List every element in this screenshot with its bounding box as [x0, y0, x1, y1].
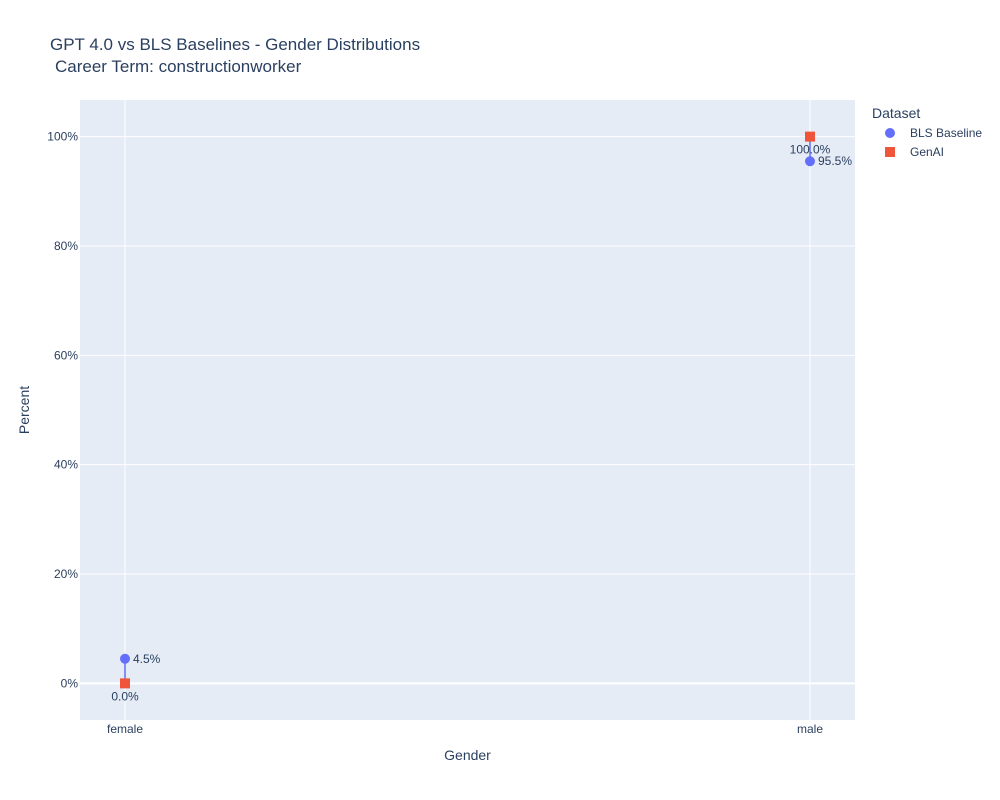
- x-tick-labels: female male: [107, 722, 823, 736]
- chart-subtitle: Career Term: constructionworker: [55, 57, 302, 76]
- y-tick-label: 80%: [54, 239, 78, 253]
- y-tick-label: 20%: [54, 567, 78, 581]
- y-tick-label: 0%: [61, 676, 79, 690]
- legend-title: Dataset: [872, 105, 920, 121]
- legend-marker-bls-baseline: [885, 128, 895, 138]
- y-tick-label: 40%: [54, 458, 78, 472]
- bls-baseline-data-label: 95.5%: [818, 154, 852, 168]
- data-labels: 4.5% 95.5% 0.0% 100.0%: [111, 143, 852, 704]
- legend-marker-genai: [885, 147, 895, 157]
- genai-data-label: 100.0%: [790, 143, 831, 157]
- y-tick-label: 60%: [54, 348, 78, 362]
- bls-baseline-point[interactable]: [805, 156, 815, 167]
- genai-point[interactable]: [120, 678, 130, 689]
- legend-item-bls-baseline[interactable]: BLS Baseline: [885, 126, 982, 140]
- bls-baseline-data-label: 4.5%: [133, 652, 161, 666]
- gridlines: [80, 100, 855, 720]
- legend-label-bls-baseline: BLS Baseline: [910, 126, 982, 140]
- y-tick-labels: 0% 20% 40% 60% 80% 100%: [47, 130, 78, 691]
- x-axis-title: Gender: [444, 747, 491, 763]
- x-tick-label: male: [797, 722, 823, 736]
- chart-title: GPT 4.0 vs BLS Baselines - Gender Distri…: [50, 35, 420, 54]
- legend-label-genai: GenAI: [910, 145, 944, 159]
- genai-point[interactable]: [805, 131, 815, 142]
- bls-baseline-point[interactable]: [120, 653, 130, 664]
- y-axis-title: Percent: [16, 386, 32, 434]
- legend[interactable]: Dataset BLS Baseline GenAI: [872, 105, 982, 159]
- plot-background: [80, 100, 855, 720]
- genai-data-label: 0.0%: [111, 689, 139, 703]
- markers: [120, 131, 815, 689]
- y-tick-label: 100%: [47, 130, 78, 144]
- x-tick-label: female: [107, 722, 143, 736]
- legend-item-genai[interactable]: GenAI: [885, 145, 944, 159]
